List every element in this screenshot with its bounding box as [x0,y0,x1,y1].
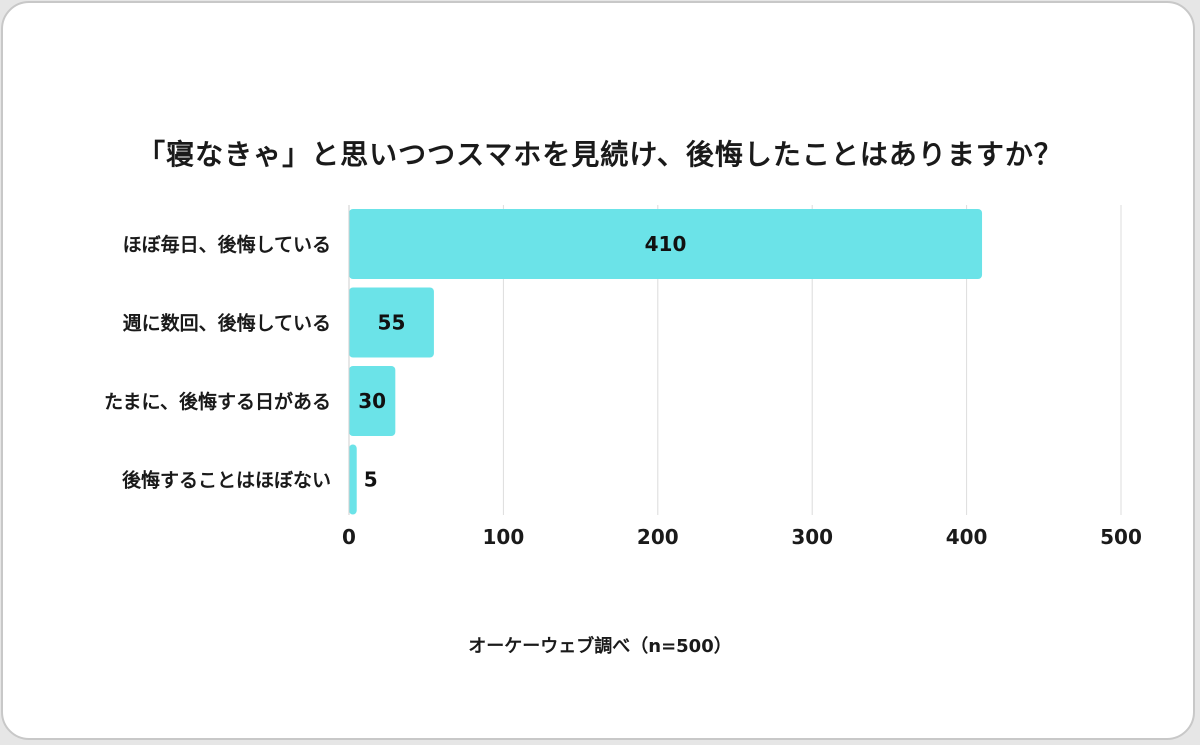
bar [349,444,357,515]
category-label: たまに、後悔する日がある [104,390,331,413]
x-tick-label: 500 [1100,525,1142,549]
category-label: 週に数回、後悔している [123,312,331,335]
x-tick-label: 400 [946,525,988,549]
chart-title: 「寝なきゃ」と思いつつスマホを見続け、後悔したことはありますか？ [137,138,1063,171]
category-label: 後悔することはほぼない [122,469,331,492]
x-tick-label: 100 [483,525,525,549]
bar [349,366,396,436]
x-tick-label: 0 [342,525,356,549]
x-tick-label: 200 [637,525,679,549]
x-tick-label: 300 [791,525,833,549]
source-note: オーケーウェブ調べ（n=500） [468,636,732,657]
data-label: 30 [358,389,386,413]
data-label: 410 [645,232,687,256]
bar [349,209,983,279]
bar [349,287,434,358]
data-label: 5 [364,468,378,492]
data-label: 55 [378,311,406,335]
category-label: ほぼ毎日、後悔している [123,233,331,256]
